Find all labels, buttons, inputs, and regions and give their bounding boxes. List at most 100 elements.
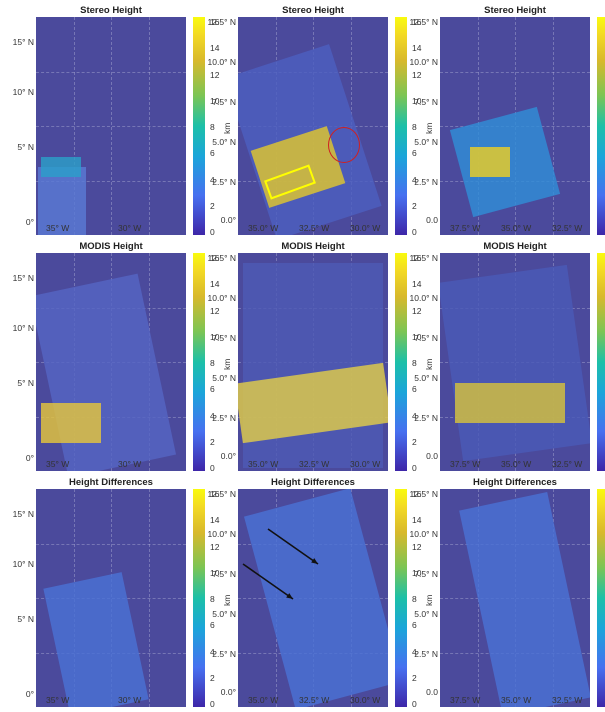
colorbar-tick-label: 4: [412, 646, 417, 657]
colorbar-tick-label: 12: [412, 541, 422, 552]
y-tick-label: 0°: [25, 217, 34, 227]
data-swath: [43, 572, 149, 707]
gridline: [36, 543, 186, 545]
colorbar-tick-label: 14: [210, 515, 220, 526]
y-tick-label: 7.5° N: [414, 97, 438, 107]
colorbar-unit-label: km: [222, 594, 232, 606]
x-tick-label: 32.5° W: [552, 695, 583, 705]
colorbar-tick-label: 12: [412, 69, 422, 80]
y-tick-label: 0.0°: [220, 451, 236, 461]
data-swath: [41, 403, 101, 443]
colorbar: [193, 17, 205, 235]
x-tick-label: 35.0° W: [501, 223, 532, 233]
colorbar-tick-label: 8: [412, 358, 417, 368]
colorbar-tick-label: 6: [412, 384, 417, 395]
colorbar-tick-label: 0: [412, 227, 417, 237]
colorbar-tick-label: 8: [210, 358, 215, 368]
x-tick-label: 30° W: [118, 695, 142, 705]
x-tick-label: 32.5° W: [552, 223, 583, 233]
colorbar-tick-label: 2: [210, 436, 215, 447]
colorbar-tick-label: 4: [210, 410, 215, 421]
map-panel: MODIS Height 12.5° N 10.0° N 7.5° N 5.0° N 2.…: [208, 240, 438, 476]
x-tick-label: 35° W: [46, 695, 70, 705]
arrowhead-icon: [286, 593, 293, 599]
map-plot-area: [238, 17, 388, 235]
colorbar-tick-label: 14: [412, 279, 422, 290]
map-panel: Stereo Height 12.5° N 10.0° N 7.5° N 5.0° N 2…: [208, 4, 438, 240]
panel-title: Height Differences: [473, 477, 557, 488]
x-tick-label: 35.0° W: [248, 459, 279, 469]
y-tick-label: 5° N: [17, 142, 34, 152]
colorbar-tick-label: 10: [210, 95, 220, 106]
map-panel: MODIS Height 12.5° N 10.0° N 7.5° N 5.0° N 2.…: [410, 240, 605, 476]
y-tick-label: 0°: [25, 689, 34, 699]
map-plot-area: [238, 489, 388, 707]
colorbar-tick-label: 0: [412, 699, 417, 709]
gridline: [148, 17, 150, 235]
colorbar-tick-label: 10: [412, 95, 422, 106]
data-swath: [440, 264, 590, 462]
colorbar-tick-label: 16: [210, 17, 220, 27]
x-tick-label: 30° W: [118, 459, 142, 469]
y-tick-label: 10° N: [12, 323, 34, 333]
y-tick-label: 5.0° N: [414, 373, 438, 383]
colorbar-tick-label: 6: [210, 148, 215, 159]
colorbar-tick-label: 8: [210, 594, 215, 604]
colorbar: [597, 253, 605, 471]
colorbar-tick-label: 2: [412, 672, 417, 683]
data-swath: [470, 147, 510, 177]
map-plot-area: [238, 253, 388, 471]
colorbar-tick-label: 10: [412, 567, 422, 578]
x-tick-label: 37.5° W: [450, 223, 481, 233]
colorbar-tick-label: 4: [412, 174, 417, 185]
y-tick-label: 5° N: [17, 614, 34, 624]
x-tick-label: 35° W: [46, 459, 70, 469]
y-tick-label: 10.0° N: [207, 57, 236, 67]
colorbar-tick-label: 16: [210, 489, 220, 499]
y-tick-label: 0.0: [426, 687, 438, 697]
data-swath: [38, 167, 86, 235]
arrow-icon: [267, 528, 319, 565]
y-tick-label: 7.5° N: [414, 333, 438, 343]
y-tick-label: 2.5° N: [212, 649, 236, 659]
colorbar: [193, 489, 205, 707]
map-panel: Stereo Height 15° N 10° N 5° N 0° 35° W 30° W 1…: [13, 4, 236, 240]
y-tick-label: 0.0: [426, 451, 438, 461]
colorbar-tick-label: 16: [412, 489, 422, 499]
colorbar-tick-label: 0: [210, 463, 215, 473]
y-tick-label: 5° N: [17, 378, 34, 388]
colorbar-tick-label: 12: [412, 305, 422, 316]
x-tick-label: 30.0° W: [350, 223, 381, 233]
panel-title: Stereo Height: [484, 5, 546, 16]
data-swath: [459, 491, 590, 707]
map-panel: Height Differences 15° N 10° N 5° N 0° 35° W 3…: [13, 476, 236, 712]
map-plot-area: [440, 253, 590, 471]
colorbar-tick-label: 12: [210, 69, 220, 80]
colorbar-tick-label: 2: [210, 200, 215, 211]
arrowhead-icon: [311, 558, 318, 564]
colorbar-tick-label: 12: [210, 541, 220, 552]
x-tick-label: 35.0° W: [248, 223, 279, 233]
panel-title: Stereo Height: [282, 5, 344, 16]
colorbar-unit-label: km: [424, 358, 434, 370]
x-tick-label: 35.0° W: [501, 459, 532, 469]
colorbar-tick-label: 16: [412, 253, 422, 263]
colorbar-unit-label: km: [222, 358, 232, 370]
map-panel: Stereo Height 12.5° N 10.0° N 7.5° N 5.0° N 2…: [410, 4, 605, 240]
highlight-circle: [328, 127, 360, 163]
arrow-icon: [242, 563, 294, 600]
colorbar: [193, 253, 205, 471]
colorbar-tick-label: 16: [412, 17, 422, 27]
colorbar: [395, 489, 407, 707]
colorbar-tick-label: 14: [210, 43, 220, 54]
y-tick-label: 12.5° N: [409, 489, 438, 499]
panel-title: MODIS Height: [79, 241, 143, 252]
colorbar-tick-label: 6: [210, 384, 215, 395]
y-tick-label: 2.5° N: [414, 413, 438, 423]
y-tick-label: 2.5° N: [414, 177, 438, 187]
gridline: [552, 17, 554, 235]
colorbar-tick-label: 10: [412, 331, 422, 342]
map-panel: MODIS Height 15° N 10° N 5° N 0° 35° W 30° W 16…: [13, 240, 236, 476]
x-tick-label: 30.0° W: [350, 695, 381, 705]
colorbar: [395, 17, 407, 235]
